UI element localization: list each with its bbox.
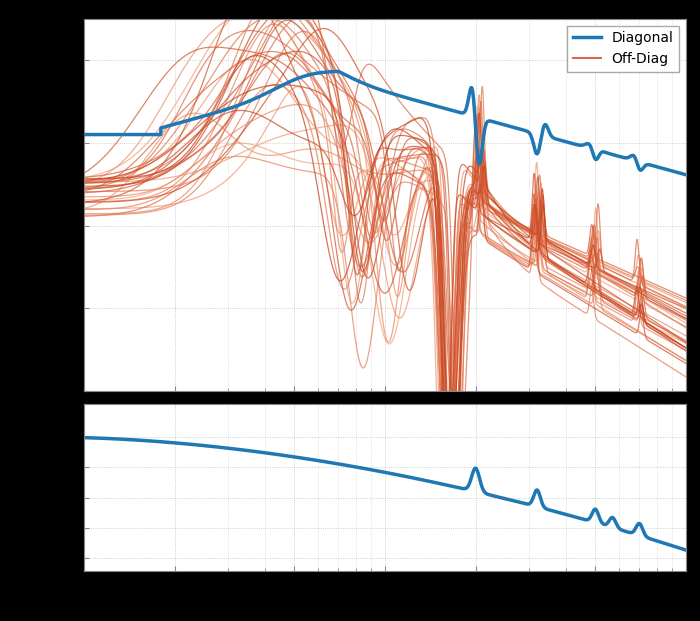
Legend: Diagonal, Off-Diag: Diagonal, Off-Diag <box>567 25 679 71</box>
